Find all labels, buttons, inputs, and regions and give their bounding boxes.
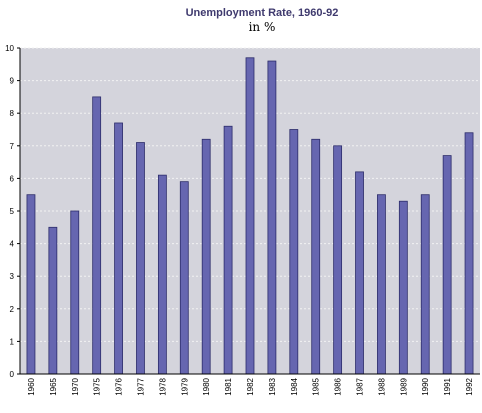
y-tick-label: 0 bbox=[10, 370, 15, 379]
bar-1988 bbox=[377, 194, 386, 375]
x-tick-label: 1988 bbox=[377, 377, 386, 395]
chart-subtitle: in % bbox=[249, 20, 276, 34]
bar-1984 bbox=[289, 129, 299, 375]
bar-1979 bbox=[179, 181, 189, 375]
axes bbox=[19, 48, 480, 375]
x-tick-label: 1992 bbox=[465, 377, 474, 395]
y-tick-label: 10 bbox=[5, 44, 14, 53]
x-tick-label: 1977 bbox=[136, 377, 145, 395]
bar-1980 bbox=[201, 138, 211, 375]
x-tick-label: 1978 bbox=[158, 377, 167, 395]
y-tick-labels: 0 1 2 3 4 5 6 7 8 9 10 bbox=[5, 44, 14, 379]
bar-1990 bbox=[420, 194, 430, 375]
x-tick-label: 1979 bbox=[180, 377, 189, 395]
bar-1978 bbox=[157, 174, 167, 375]
bar-1987 bbox=[355, 171, 364, 375]
x-tick-label: 1984 bbox=[290, 377, 299, 395]
y-tick-label: 1 bbox=[10, 337, 15, 346]
x-tick-label: 1965 bbox=[49, 377, 58, 395]
x-tick-label: 1983 bbox=[268, 377, 277, 395]
chart-title: Unemployment Rate, 1960-92 bbox=[186, 7, 339, 19]
bar-1986 bbox=[333, 145, 343, 375]
bar-1977 bbox=[136, 142, 145, 375]
x-tick-label: 1991 bbox=[443, 377, 452, 395]
y-tick-label: 9 bbox=[10, 77, 15, 86]
bar-1975 bbox=[92, 96, 102, 375]
x-tick-label: 1990 bbox=[421, 377, 430, 395]
y-tick-label: 7 bbox=[10, 142, 15, 151]
y-tick-label: 5 bbox=[10, 207, 15, 216]
bar-1991 bbox=[442, 155, 452, 375]
y-tick-label: 8 bbox=[10, 109, 15, 118]
x-tick-label: 1980 bbox=[202, 377, 211, 395]
x-tick-label: 1987 bbox=[356, 377, 365, 395]
x-tick-labels: 1960 1965 1970 1975 1976 1977 1978 1979 1980 1981… bbox=[27, 377, 474, 395]
y-tick-label: 4 bbox=[10, 240, 15, 249]
bar-1976 bbox=[114, 122, 123, 375]
bar-1982 bbox=[245, 57, 255, 375]
bar-1965 bbox=[48, 226, 58, 375]
bar-1970 bbox=[70, 210, 80, 375]
x-tick-label: 1985 bbox=[312, 377, 321, 395]
x-tick-label: 1986 bbox=[334, 377, 343, 395]
y-tick-label: 3 bbox=[10, 272, 15, 281]
x-tick-label: 1970 bbox=[71, 377, 80, 395]
x-tick-label: 1982 bbox=[246, 377, 255, 395]
x-tick-label: 1975 bbox=[93, 377, 102, 395]
bar-1983 bbox=[267, 60, 277, 375]
bar-1985 bbox=[311, 138, 321, 375]
y-tick-label: 2 bbox=[10, 305, 15, 314]
x-tick-label: 1976 bbox=[115, 377, 124, 395]
bar-1981 bbox=[223, 125, 233, 375]
x-tick-label: 1981 bbox=[224, 377, 233, 395]
x-tick-label: 1989 bbox=[399, 377, 408, 395]
bar-1960 bbox=[26, 194, 36, 375]
x-tick-label: 1960 bbox=[27, 377, 36, 395]
y-tick-label: 6 bbox=[10, 174, 15, 183]
bar-1992 bbox=[464, 132, 474, 375]
bar-1989 bbox=[398, 200, 408, 375]
